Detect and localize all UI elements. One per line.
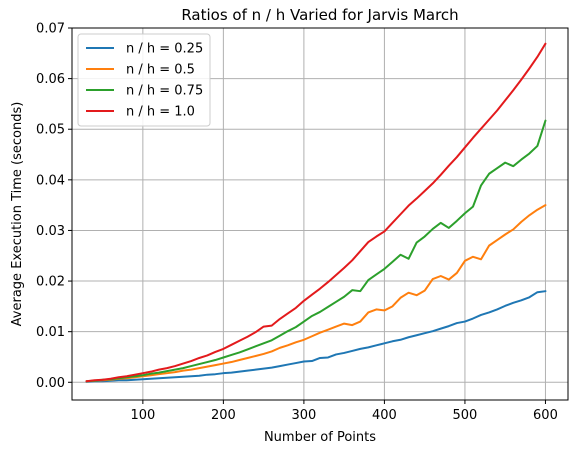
y-tick-label: 0.00	[36, 376, 65, 391]
chart-title: Ratios of n / h Varied for Jarvis March	[181, 6, 458, 24]
series-line-3	[85, 119, 547, 383]
plot-frame	[71, 27, 569, 401]
legend-label-1: n / h = 0.25	[126, 42, 203, 57]
x-axis-label: Number of Points	[264, 430, 376, 445]
series-lines	[85, 42, 547, 383]
y-tick-label: 0.03	[36, 224, 65, 239]
x-tick-label: 400	[372, 408, 397, 423]
y-tick-label: 0.02	[36, 275, 65, 290]
x-tick-label: 500	[453, 408, 478, 423]
x-tick-label: 100	[130, 408, 155, 423]
y-tick-label: 0.04	[36, 173, 65, 188]
series-line-4	[85, 42, 547, 383]
legend-label-3: n / h = 0.75	[126, 84, 203, 99]
y-tick-label: 0.06	[36, 72, 65, 87]
y-axis-label: Average Execution Time (seconds)	[10, 102, 25, 327]
series-line-1	[85, 290, 547, 383]
y-tick-label: 0.07	[36, 22, 65, 37]
x-tick-label: 600	[533, 408, 558, 423]
legend-label-4: n / h = 1.0	[126, 105, 195, 120]
y-tick-label: 0.05	[36, 123, 65, 138]
legend-box	[77, 33, 211, 127]
legend: n / h = 0.25 n / h = 0.5 n / h = 0.75 n / h…	[77, 33, 211, 127]
legend-label-2: n / h = 0.5	[126, 63, 195, 78]
y-tick-label: 0.01	[36, 325, 65, 340]
x-tick-label: 300	[291, 408, 316, 423]
y-axis-ticks: 0.00 0.01 0.02 0.03 0.04 0.05 0.06 0.07	[36, 22, 72, 391]
x-tick-label: 200	[211, 408, 236, 423]
series-line-2	[85, 204, 547, 383]
x-axis-ticks: 100 200 300 400 500 600	[130, 400, 558, 423]
